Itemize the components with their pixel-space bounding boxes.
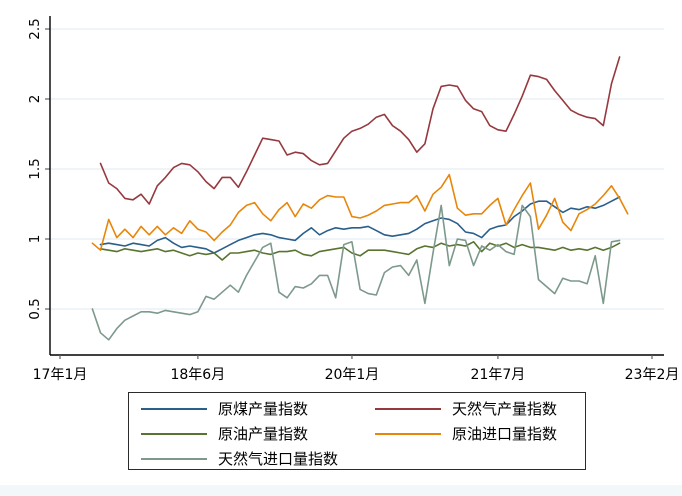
- legend-item-natural-gas-production-index: 天然气产量指数: [129, 398, 587, 420]
- series-line-crude-oil-production-index: [99, 241, 621, 261]
- series-line-raw-coal-production-index: [99, 196, 621, 254]
- series-line-crude-oil-import-index: [91, 173, 629, 251]
- x-tick-label: 23年2月: [625, 367, 680, 383]
- y-tick-label: 1.5: [27, 158, 43, 179]
- chart-legend: 原煤产量指数 原油产量指数天然气进口量指数 天然气产量指数 原油进口量指数: [128, 392, 586, 470]
- legend-label-natural-gas-production-index: 天然气产量指数: [452, 400, 558, 418]
- bottom-strip: [0, 485, 682, 496]
- legend-item-crude-oil-production-index: 原油产量指数: [129, 423, 587, 445]
- legend-swatch-natural-gas-import-index: [141, 458, 207, 460]
- legend-swatch-raw-coal-production-index: [141, 408, 207, 410]
- x-tick-label: 17年1月: [33, 367, 88, 383]
- legend-swatch-natural-gas-production-index: [375, 408, 441, 410]
- legend-label-crude-oil-production-index: 原油产量指数: [218, 425, 309, 443]
- y-tick-label: 1: [27, 235, 43, 244]
- x-tick-label: 18年6月: [170, 367, 225, 383]
- legend-label-raw-coal-production-index: 原煤产量指数: [218, 400, 309, 418]
- legend-swatch-crude-oil-production-index: [141, 433, 207, 435]
- y-tick-label: 0.5: [27, 298, 43, 319]
- legend-item-natural-gas-import-index: 天然气进口量指数: [129, 448, 587, 470]
- x-tick-label: 21年7月: [471, 367, 526, 383]
- y-tick-label: 2.5: [27, 18, 43, 39]
- series-line-natural-gas-import-index: [91, 204, 621, 341]
- legend-item-raw-coal-production-index: 原煤产量指数: [129, 398, 587, 420]
- legend-swatch-crude-oil-import-index: [375, 433, 441, 435]
- x-tick-label: 20年1月: [325, 367, 380, 383]
- legend-label-natural-gas-import-index: 天然气进口量指数: [218, 450, 339, 468]
- legend-label-crude-oil-import-index: 原油进口量指数: [452, 425, 558, 443]
- y-tick-label: 2: [27, 95, 43, 104]
- series-line-natural-gas-production-index: [99, 56, 621, 205]
- legend-item-crude-oil-import-index: 原油进口量指数: [129, 423, 587, 445]
